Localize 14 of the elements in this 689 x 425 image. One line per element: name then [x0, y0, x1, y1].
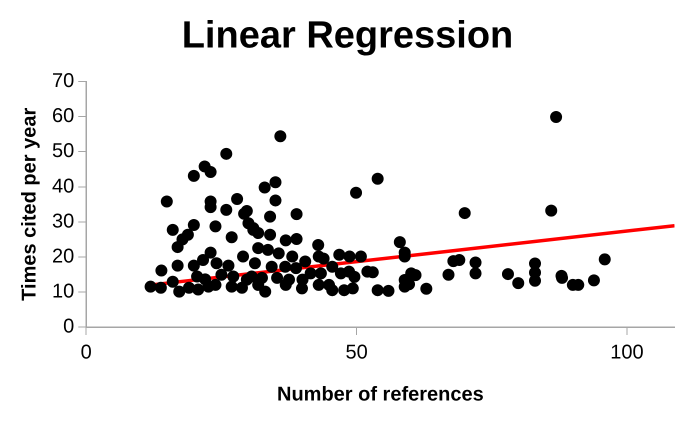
- x-axis-title: Number of references: [277, 384, 484, 406]
- y-tick-label: 30: [52, 210, 74, 232]
- y-tick-label: 10: [52, 280, 74, 302]
- y-tick-label: 0: [63, 316, 74, 338]
- x-tick-label: 100: [610, 342, 644, 364]
- y-tick-label: 20: [52, 245, 74, 268]
- x-tick-label: 50: [345, 342, 368, 364]
- x-tick-label: 0: [80, 342, 92, 364]
- y-tick-label: 60: [52, 105, 74, 128]
- y-axis-title: Times cited per year: [18, 108, 41, 301]
- y-tick-label: 70: [52, 70, 74, 92]
- chart-title: Linear Regression: [182, 14, 514, 56]
- y-tick-label: 50: [52, 140, 74, 162]
- y-tick-label: 40: [52, 175, 74, 198]
